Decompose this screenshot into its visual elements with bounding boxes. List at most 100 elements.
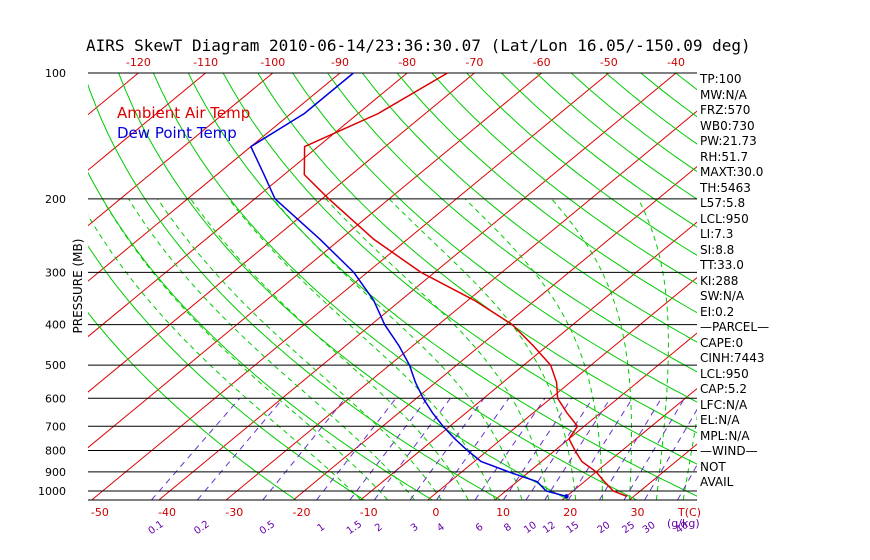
stat-item: —WIND—	[700, 444, 758, 458]
stat-item: FRZ:570	[700, 103, 751, 117]
top-temp-tick-label: -110	[193, 56, 218, 69]
mixing-ratio-tick-label: 3	[409, 522, 421, 535]
dry-adiabat	[88, 83, 501, 500]
stat-item: LCL:950	[700, 211, 749, 226]
pressure-tick-label: 900	[45, 466, 66, 479]
mixing-ratio-tick-label: 8	[502, 522, 514, 535]
moist-adiabat	[272, 198, 523, 500]
moist-adiabat	[157, 198, 442, 500]
chart-title: AIRS SkewT Diagram 2010-06-14/23:36:30.0…	[86, 36, 751, 55]
isotherm-line	[293, 165, 697, 500]
mixing-ratio-line	[525, 397, 594, 500]
mixing-ratio-line	[623, 398, 685, 500]
isotherm-line	[561, 387, 697, 500]
dry-adiabat	[88, 245, 365, 500]
moist-adiabat	[88, 214, 362, 500]
stat-item: SW:N/A	[700, 289, 745, 303]
bottom-temp-tick-label: 20	[563, 506, 577, 519]
stat-item: SI:8.8	[700, 242, 735, 257]
isotherm-line	[0, 73, 4, 500]
isotherm-line	[88, 73, 206, 171]
mixing-ratio-tick-label: 2	[373, 522, 385, 535]
stat-item: CAPE:0	[700, 335, 744, 350]
bottom-temp-tick-label: -10	[360, 506, 378, 519]
mixing-ratio-tick-label: 10	[522, 520, 539, 536]
isotherm-line	[88, 73, 274, 227]
dry-adiabat	[396, 73, 697, 314]
stat-item: AVAIL	[700, 475, 734, 489]
isotherm-line	[158, 73, 677, 500]
mixing-ratio-line	[374, 397, 451, 500]
stat-item: LI:7.3	[700, 227, 734, 241]
stat-item: MW:N/A	[700, 87, 747, 102]
pressure-tick-label: 600	[45, 392, 66, 405]
mixing-ratio-tick-label: 1	[315, 522, 327, 535]
mixing-ratio-line	[474, 397, 546, 500]
stat-item: RH:51.7	[700, 149, 749, 164]
bottom-temp-tick-label: 10	[496, 506, 510, 519]
stat-item: TP:100	[700, 72, 742, 86]
dry-adiabat	[327, 73, 697, 373]
isotherm-line	[360, 221, 697, 500]
mixing-ratio-line	[567, 398, 633, 500]
mixing-ratio-line	[436, 397, 510, 500]
top-temp-tick-label: -60	[533, 56, 551, 69]
pressure-tick-label: 1000	[38, 485, 66, 498]
isotherm-line	[494, 332, 697, 500]
top-temp-tick-label: -120	[126, 56, 151, 69]
mixing-ratio-tick-label: 12	[541, 520, 558, 536]
mixing-ratio-line	[409, 397, 485, 500]
bottom-temp-tick-label: -40	[158, 506, 176, 519]
isotherm-line	[225, 110, 697, 500]
stat-item: PW:21.73	[700, 134, 757, 148]
mixing-ratio-tick-label: 0.2	[192, 519, 211, 537]
pressure-tick-label: 300	[45, 266, 66, 279]
isotherm-line	[427, 276, 697, 500]
mixing-ratio-unit-label: (g/kg)	[667, 517, 700, 530]
bottom-temp-tick-label: 0	[432, 506, 439, 519]
moist-adiabat	[637, 198, 669, 500]
pressure-tick-label: 500	[45, 359, 66, 372]
mixing-ratio-tick-label: 25	[620, 520, 637, 536]
mixing-ratio-tick-label: 15	[565, 520, 582, 536]
dry-adiabat	[257, 73, 697, 434]
mixing-ratio-tick-label: 20	[596, 520, 613, 536]
dry-adiabat	[361, 73, 697, 343]
stat-item: TT:33.0	[700, 258, 744, 272]
dry-adiabat	[222, 73, 697, 465]
stat-item: EL:N/A	[700, 413, 740, 427]
top-temp-tick-label: -50	[600, 56, 618, 69]
dry-adiabat	[118, 73, 569, 500]
isotherm-line	[88, 73, 408, 338]
moist-adiabat	[551, 198, 632, 500]
moist-adiabat	[325, 198, 550, 500]
isotherm-line	[0, 73, 71, 500]
dry-adiabat	[292, 73, 697, 403]
pressure-tick-label: 700	[45, 420, 66, 433]
stat-item: L57:5.8	[700, 196, 746, 210]
ambient-temp-line	[303, 72, 628, 498]
moist-adiabat	[228, 198, 496, 500]
pressure-tick-label: 100	[45, 67, 66, 80]
dry-adiabat	[88, 311, 297, 500]
top-temp-tick-label: -70	[465, 56, 483, 69]
top-temp-tick-label: -100	[260, 56, 285, 69]
stat-item: WB0:730	[700, 118, 755, 133]
mixing-ratio-tick-label: 4	[435, 522, 447, 535]
stat-item: KI:288	[700, 273, 739, 288]
top-temp-tick-label: -40	[667, 56, 685, 69]
temp-axis-label: T(C)	[677, 506, 701, 519]
stat-item: TH:5463	[700, 180, 751, 195]
bottom-temp-tick-label: -20	[292, 506, 310, 519]
isotherm-line	[88, 73, 542, 449]
isotherm-line	[91, 73, 610, 500]
moist-adiabat	[128, 198, 415, 500]
mixing-ratio-line	[151, 397, 241, 500]
stat-item: LFC:N/A	[700, 397, 748, 412]
isotherm-line	[88, 73, 475, 393]
bottom-temp-tick-label: -30	[225, 506, 243, 519]
dry-adiabat	[187, 73, 697, 497]
top-temp-tick-label: -80	[398, 56, 416, 69]
mixing-ratio-line	[599, 398, 662, 500]
stat-item: MAXT:30.0	[700, 165, 764, 179]
